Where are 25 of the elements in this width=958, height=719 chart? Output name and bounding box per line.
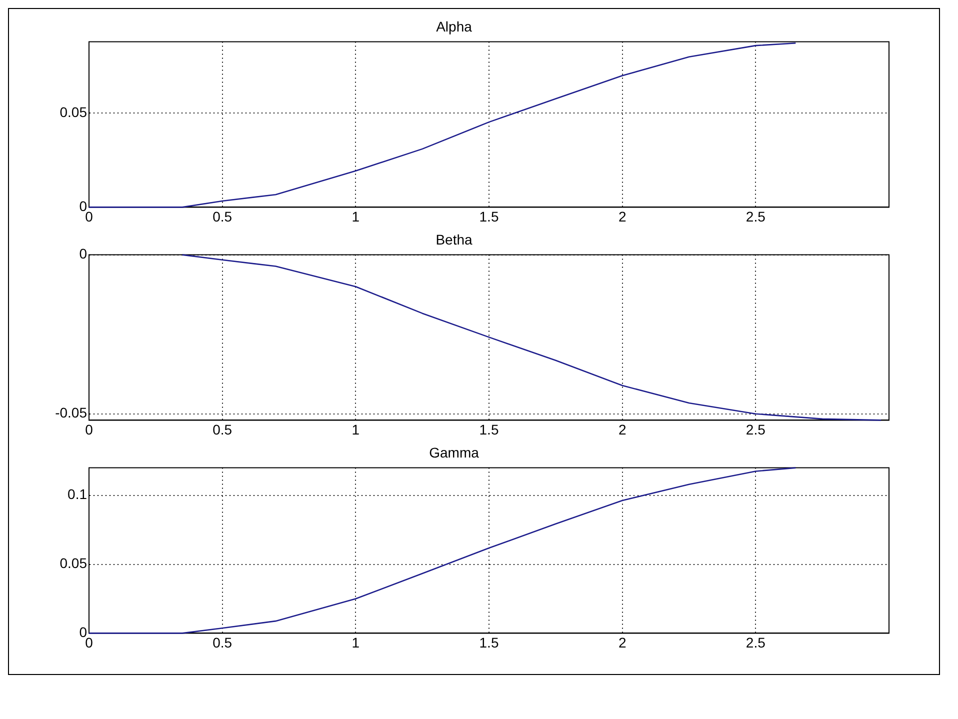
y-tick-label: 0.05 [60, 555, 88, 572]
x-tick-label: 1 [352, 208, 360, 224]
x-tick-label: 2 [618, 208, 626, 224]
y-tick-label: 0 [79, 246, 88, 262]
x-tick-label: 1.5 [479, 634, 499, 650]
x-tick-label: 2 [618, 634, 626, 650]
x-tick-label: 0.5 [212, 421, 232, 438]
x-tick-label: 0.5 [212, 208, 232, 224]
x-tick-label: 2 [618, 421, 626, 438]
x-tick-label: 1 [352, 634, 360, 650]
y-tick-label: 0 [79, 624, 88, 640]
x-tick-label: 0.5 [212, 634, 232, 650]
x-tick-label: 2.5 [746, 634, 766, 650]
chart-title: Betha [436, 231, 473, 248]
y-tick-label: 0.05 [60, 104, 88, 120]
x-tick-label: 1.5 [479, 208, 499, 224]
chart-title: Alpha [436, 18, 472, 34]
x-tick-label: 2.5 [746, 208, 766, 224]
x-tick-label: 2.5 [746, 421, 766, 438]
x-tick-label: 1 [352, 421, 360, 438]
x-tick-label: 1.5 [479, 421, 499, 438]
chart-title: Gamma [429, 444, 480, 460]
y-tick-label: -0.05 [55, 404, 88, 421]
y-tick-label: 0 [79, 198, 88, 214]
y-tick-label: 0.1 [68, 486, 88, 502]
